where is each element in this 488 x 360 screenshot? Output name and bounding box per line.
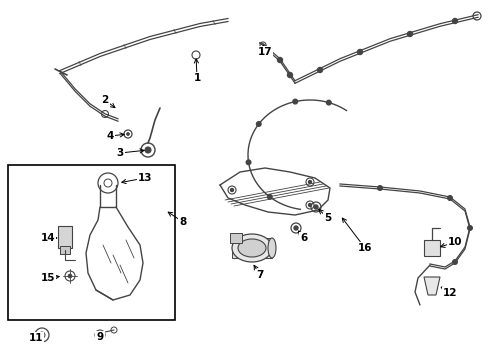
Circle shape xyxy=(293,226,297,230)
Text: 12: 12 xyxy=(440,287,456,298)
Text: 7: 7 xyxy=(253,265,263,280)
Text: 3: 3 xyxy=(116,148,144,158)
Circle shape xyxy=(317,68,322,72)
Bar xyxy=(231,238,271,258)
Text: 5: 5 xyxy=(318,210,331,223)
Circle shape xyxy=(68,274,72,278)
Circle shape xyxy=(145,147,151,153)
Circle shape xyxy=(451,18,457,23)
Polygon shape xyxy=(423,277,439,295)
Circle shape xyxy=(357,50,362,54)
Text: 17: 17 xyxy=(257,46,272,57)
Text: 1: 1 xyxy=(193,59,200,83)
Circle shape xyxy=(126,132,129,135)
Circle shape xyxy=(326,100,330,105)
Circle shape xyxy=(246,160,250,165)
Text: 2: 2 xyxy=(101,95,115,108)
Text: 11: 11 xyxy=(29,333,43,343)
Text: 15: 15 xyxy=(41,273,59,283)
Text: 13: 13 xyxy=(122,173,152,184)
Circle shape xyxy=(467,226,471,230)
Circle shape xyxy=(447,196,451,200)
Bar xyxy=(8,165,175,320)
Circle shape xyxy=(407,32,412,36)
Text: 10: 10 xyxy=(440,237,461,247)
Text: 14: 14 xyxy=(41,233,57,243)
Circle shape xyxy=(41,333,43,337)
Ellipse shape xyxy=(267,238,275,258)
Circle shape xyxy=(277,58,282,63)
Bar xyxy=(60,246,70,254)
Ellipse shape xyxy=(231,234,271,262)
Text: 8: 8 xyxy=(168,212,186,227)
Text: 4: 4 xyxy=(106,131,124,141)
Circle shape xyxy=(308,180,311,184)
Circle shape xyxy=(267,194,271,199)
Bar xyxy=(58,226,72,248)
Circle shape xyxy=(287,72,292,77)
Bar xyxy=(423,240,439,256)
Text: 9: 9 xyxy=(96,332,103,342)
Circle shape xyxy=(313,205,317,209)
Bar xyxy=(229,233,242,243)
Ellipse shape xyxy=(238,239,265,257)
Circle shape xyxy=(308,203,311,207)
Text: 16: 16 xyxy=(342,218,371,253)
Circle shape xyxy=(452,260,456,264)
Circle shape xyxy=(256,122,261,126)
Circle shape xyxy=(377,186,382,190)
Text: 6: 6 xyxy=(298,231,307,243)
Circle shape xyxy=(292,99,297,104)
Circle shape xyxy=(230,189,233,192)
